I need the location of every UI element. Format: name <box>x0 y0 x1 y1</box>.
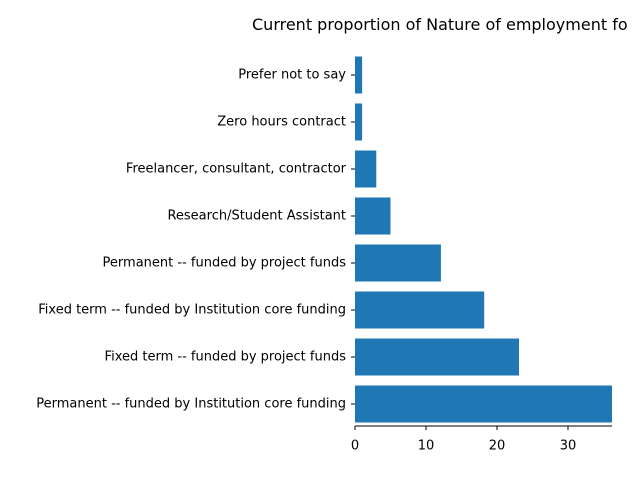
x-tick-label: 30 <box>560 439 577 454</box>
bar <box>355 56 363 94</box>
bar <box>355 338 519 376</box>
category-label: Permanent -- funded by Institution core … <box>36 397 346 412</box>
bars-group <box>355 56 612 423</box>
category-label: Fixed term -- funded by Institution core… <box>38 303 346 318</box>
category-label: Zero hours contract <box>217 115 346 130</box>
category-labels: Permanent -- funded by Institution core … <box>36 68 355 412</box>
category-label: Permanent -- funded by project funds <box>103 256 347 271</box>
category-label: Prefer not to say <box>238 68 346 83</box>
category-label: Fixed term -- funded by project funds <box>105 350 347 365</box>
bar <box>355 244 441 282</box>
chart-title: Current proportion of Nature of employme… <box>252 15 628 34</box>
bar <box>355 197 391 235</box>
category-label: Freelancer, consultant, contractor <box>126 162 347 177</box>
bar <box>355 291 485 329</box>
bar <box>355 103 363 141</box>
bar <box>355 150 377 188</box>
x-tick-label: 20 <box>489 439 506 454</box>
x-tick-label: 10 <box>418 439 435 454</box>
category-label: Research/Student Assistant <box>167 209 346 224</box>
bar <box>355 385 612 423</box>
x-tick-label: 0 <box>351 439 359 454</box>
x-axis-ticks: 0 10 20 30 <box>351 426 576 454</box>
